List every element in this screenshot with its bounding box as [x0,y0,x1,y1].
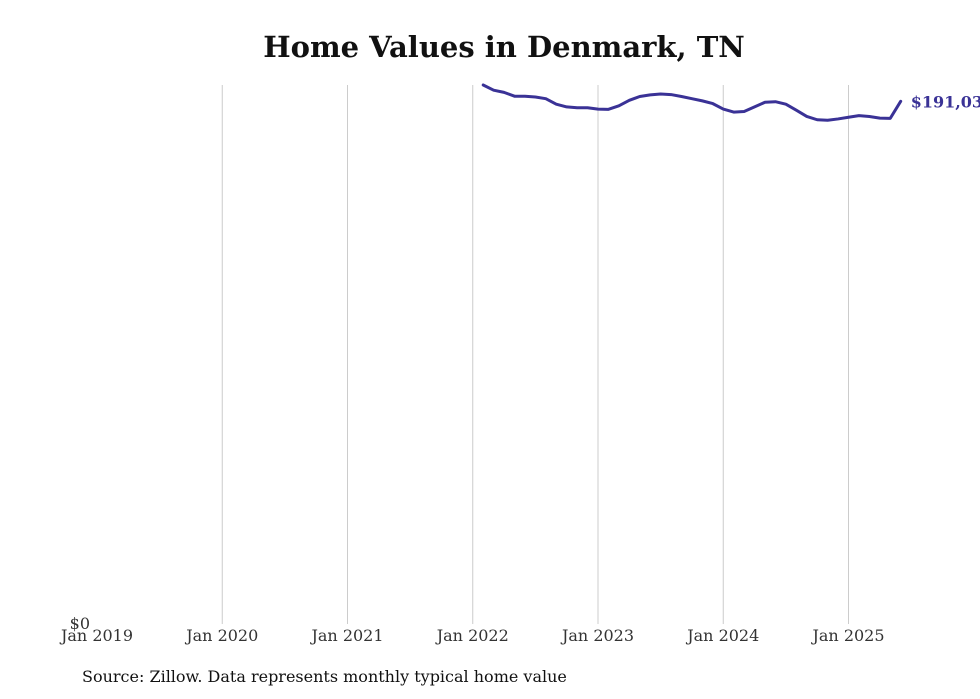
y-axis-tick-labels: $0 [70,614,90,633]
x-tick-label-5: Jan 2024 [685,626,759,645]
home-value-line [481,83,903,122]
x-tick-label-2: Jan 2021 [309,626,383,645]
chart-title: Home Values in Denmark, TN [263,30,745,64]
x-tick-label-6: Jan 2025 [810,626,884,645]
y-tick-label-0: $0 [70,614,90,633]
x-tick-label-4: Jan 2023 [560,626,634,645]
x-tick-label-3: Jan 2022 [435,626,509,645]
x-axis-tick-labels: Jan 2019 Jan 2020 Jan 2021 Jan 2022 Jan 2023… [59,626,885,645]
end-value-label-group: $191,036 [911,92,980,111]
vertical-grid-lines [221,85,849,624]
source-note: Source: Zillow. Data represents monthly … [82,667,567,686]
x-tick-label-1: Jan 2020 [184,626,258,645]
end-value-label: $191,036 [911,92,980,111]
x-tick-label-0: Jan 2019 [59,626,133,645]
